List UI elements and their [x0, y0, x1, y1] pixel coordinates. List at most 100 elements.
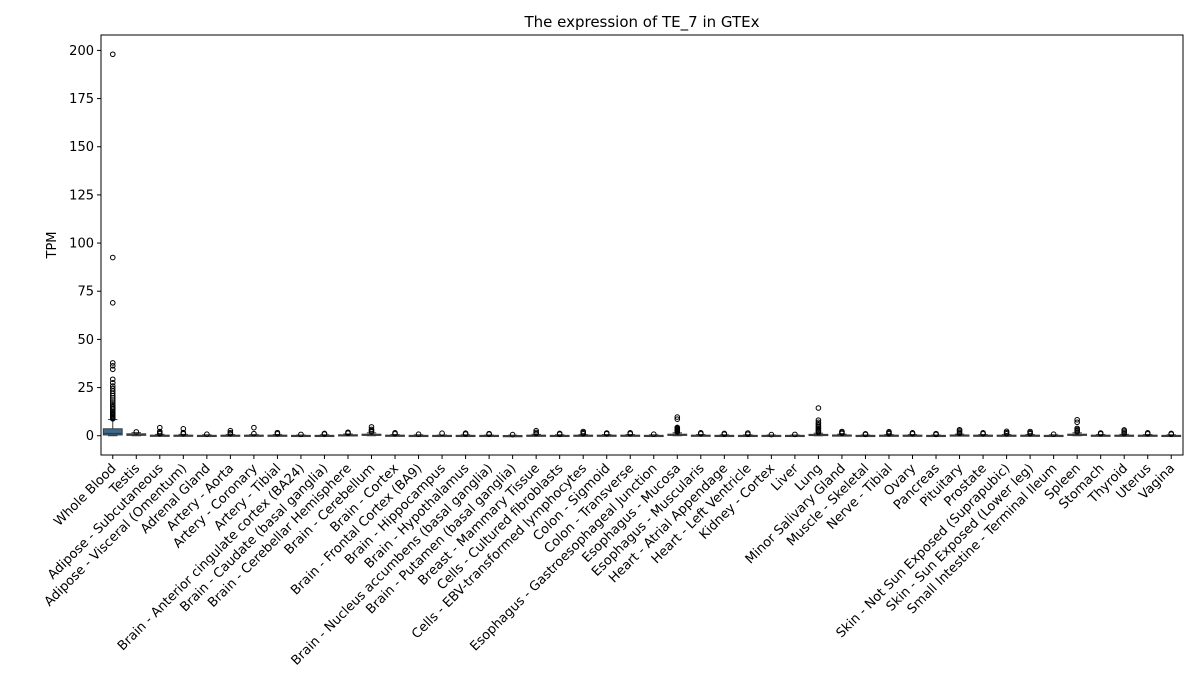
box-group: [573, 428, 594, 437]
outlier-point: [486, 430, 492, 437]
plot-area-frame: [100, 34, 1184, 456]
outlier-point: [109, 399, 116, 405]
outlier-point: [109, 383, 116, 389]
box-group: [1090, 430, 1111, 437]
box-group: [267, 429, 288, 437]
box-group: [926, 430, 946, 438]
outlier-point: [157, 424, 163, 431]
outlier-point: [109, 385, 116, 392]
box-group: [879, 428, 899, 437]
outlier-point: [1074, 419, 1080, 426]
outlier-point: [415, 431, 422, 437]
y-tick-label: 175: [69, 92, 94, 107]
outlier-point: [227, 429, 234, 436]
outlier-point: [1074, 416, 1080, 423]
outlier-point: [109, 402, 116, 409]
y-tick-label: 100: [69, 237, 94, 252]
plot-marks: [102, 51, 1182, 438]
outlier-point: [674, 414, 681, 420]
outlier-point: [627, 430, 634, 436]
outlier-point: [462, 430, 469, 437]
box-group: [502, 431, 523, 438]
y-tick-label: 50: [77, 333, 94, 348]
y-tick-label: 200: [69, 44, 94, 59]
outlier-point: [180, 425, 187, 432]
outlier-point: [109, 299, 116, 306]
box-group: [784, 431, 805, 438]
outlier-point: [109, 254, 116, 261]
box-group: [643, 431, 664, 438]
box-group: [761, 431, 782, 438]
y-tick-label: 75: [77, 285, 94, 300]
box-group: [1114, 427, 1135, 437]
outlier-point: [133, 429, 140, 435]
outlier-point: [792, 431, 798, 438]
iqr-box: [102, 428, 123, 436]
outlier-point: [109, 401, 116, 407]
outlier-point: [556, 430, 563, 437]
y-tick-label: 150: [69, 140, 94, 155]
y-axis: 0 25 50 75 100 125 150 175 200: [69, 44, 101, 444]
outlier-point: [745, 430, 751, 436]
box-group: [949, 426, 970, 437]
outlier-point: [815, 405, 822, 411]
outlier-point: [815, 419, 822, 426]
box-group: [996, 428, 1017, 437]
box-group: [1067, 416, 1088, 437]
box-group: [1043, 431, 1064, 438]
outlier-point: [109, 360, 116, 366]
outlier-point: [204, 431, 210, 437]
outlier-point: [909, 430, 916, 436]
outlier-point: [1144, 430, 1151, 436]
outlier-point: [227, 427, 234, 434]
outlier-point: [886, 428, 892, 435]
box-group: [126, 429, 147, 437]
outlier-point: [580, 428, 586, 435]
box-group: [220, 427, 241, 437]
outlier-point: [109, 362, 116, 369]
box-group: [314, 430, 335, 438]
box-group: [973, 430, 993, 437]
outlier-point: [157, 428, 163, 435]
box-group: [149, 424, 170, 437]
outlier-point: [933, 430, 939, 437]
box-group: [549, 430, 570, 438]
outlier-point: [109, 379, 116, 386]
outlier-point: [1027, 428, 1033, 435]
outlier-point: [674, 424, 681, 431]
outlier-point: [721, 430, 728, 437]
box-group: [737, 430, 758, 438]
outlier-point: [274, 429, 281, 436]
box-group: [808, 405, 829, 437]
outlier-point: [1168, 430, 1175, 437]
outlier-point: [1121, 427, 1127, 433]
outlier-point: [650, 431, 657, 437]
box-group: [667, 414, 688, 437]
box-group: [690, 430, 711, 437]
outlier-point: [392, 430, 398, 436]
chart-title: The expression of TE_7 in GTEx: [523, 13, 759, 32]
outlier-point: [815, 417, 822, 423]
box-group: [385, 430, 405, 437]
outlier-point: [533, 429, 539, 436]
outlier-point: [956, 426, 963, 433]
box-group: [102, 51, 123, 437]
box-group: [291, 431, 311, 438]
outlier-point: [109, 376, 116, 383]
outlier-point: [1050, 431, 1057, 437]
outlier-point: [109, 366, 116, 373]
outlier-point: [768, 431, 775, 438]
box-group: [832, 428, 852, 437]
outlier-point: [368, 426, 375, 433]
box-group: [1161, 430, 1182, 438]
box-group: [620, 430, 641, 437]
box-group: [196, 431, 217, 438]
outlier-point: [345, 429, 351, 436]
y-axis-label: TPM: [45, 232, 60, 260]
outlier-point: [180, 429, 187, 436]
box-group: [1137, 430, 1158, 437]
outlier-point: [298, 431, 304, 438]
box-group: [455, 430, 476, 438]
